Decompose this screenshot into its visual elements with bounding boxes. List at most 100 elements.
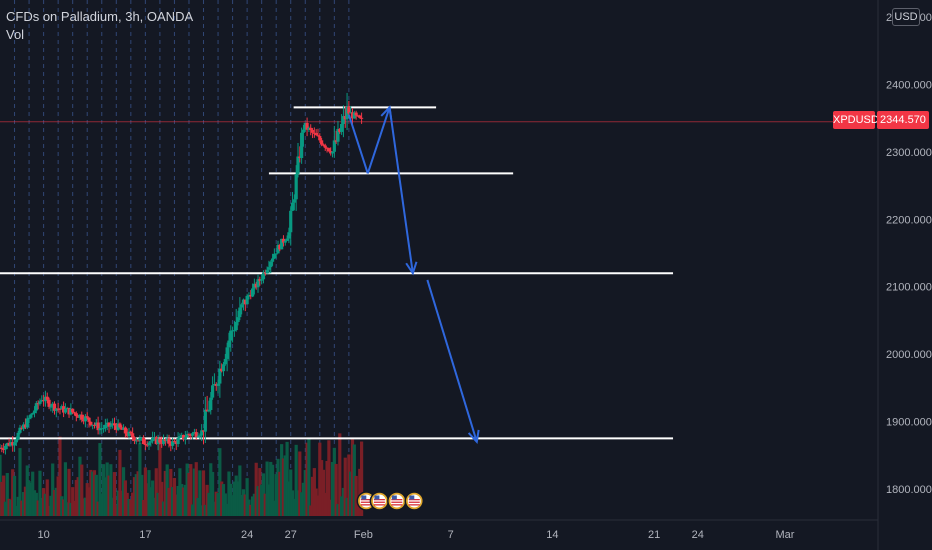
arrow-head-down-icon	[405, 261, 418, 276]
volume-bar	[112, 472, 117, 516]
candle-body	[243, 299, 247, 305]
volume-bar	[105, 462, 109, 516]
volume-bar	[207, 492, 211, 516]
candle-body	[105, 422, 109, 425]
arrow-head-up-icon	[380, 105, 393, 120]
candle-body	[63, 408, 68, 413]
volume-bar	[341, 487, 346, 516]
volume-bar	[240, 494, 244, 516]
candle-body	[247, 295, 251, 297]
candle-body	[60, 406, 64, 410]
currency-button[interactable]: USD	[892, 8, 920, 26]
price-axis-label: 2400.000	[886, 79, 932, 91]
candle-body	[152, 437, 157, 439]
volume-bar	[314, 488, 318, 516]
candle-body	[191, 433, 195, 436]
volume-bar	[214, 491, 218, 516]
time-axis-label: 27	[285, 529, 297, 541]
candle-body	[325, 147, 329, 149]
candle-body	[201, 430, 206, 432]
volume-bar	[40, 497, 44, 516]
candle-body	[109, 425, 113, 427]
candle-body	[178, 436, 182, 439]
candle-body	[47, 399, 51, 407]
candle-body	[320, 140, 324, 145]
volume-bar	[101, 464, 106, 516]
candle-body	[347, 106, 351, 114]
candle-body	[260, 279, 264, 281]
candle-body	[269, 261, 273, 268]
candle-body	[301, 129, 306, 133]
symbol-title[interactable]: CFDs on Palladium, 3h, OANDA	[6, 9, 194, 24]
volume-bar	[94, 474, 98, 516]
candle-body	[42, 400, 46, 402]
volume-bar	[261, 473, 266, 516]
candle-body	[172, 441, 177, 443]
volume-bar	[149, 487, 153, 516]
volume-bar	[14, 505, 18, 516]
volume-bar	[61, 499, 66, 516]
candle-body	[267, 267, 271, 270]
candle-body	[112, 423, 117, 426]
candle-body	[34, 403, 38, 411]
candle-body	[290, 202, 295, 211]
volume-bar	[131, 492, 135, 516]
projection-arrow-segment[interactable]	[388, 107, 414, 274]
price-axis-label: 2200.000	[886, 214, 932, 226]
candle-body	[138, 438, 142, 441]
flag-stripe	[391, 499, 403, 501]
volume-bar	[143, 467, 147, 516]
candle-body	[283, 240, 287, 243]
volume-bar	[274, 474, 278, 516]
candle-body	[261, 272, 266, 280]
volume-bar	[269, 461, 273, 516]
volume-bar	[151, 480, 155, 516]
volume-bar	[336, 504, 340, 516]
candle-body	[352, 112, 356, 119]
candle-body	[272, 253, 276, 259]
volume-bar	[96, 501, 100, 516]
candle-body	[160, 442, 164, 444]
volume-bar	[323, 492, 327, 516]
volume-bar	[200, 505, 204, 516]
volume-bar	[125, 492, 129, 516]
volume-bar	[232, 481, 236, 516]
volume-bar	[192, 468, 197, 516]
time-axis-label: 10	[37, 529, 49, 541]
volume-bar	[221, 484, 226, 516]
candle-body	[216, 383, 220, 386]
volume-bar	[169, 468, 173, 516]
candle-body	[349, 112, 353, 114]
candle-body	[165, 438, 169, 442]
volume-bar	[107, 475, 111, 516]
volume-bar	[7, 498, 11, 516]
projection-arrow-segment[interactable]	[366, 107, 391, 174]
candle-body	[278, 244, 282, 250]
candle-body	[341, 116, 346, 124]
volume-bar	[34, 492, 38, 516]
volume-indicator-label[interactable]: Vol	[6, 27, 25, 42]
candle-body	[83, 416, 88, 422]
volume-bar	[329, 499, 333, 516]
candle-body	[51, 403, 55, 407]
candle-body	[287, 232, 291, 239]
volume-bar	[25, 465, 29, 516]
candle-body	[72, 412, 77, 414]
volume-bar	[172, 477, 177, 516]
candle-body	[78, 414, 82, 418]
candle-body	[27, 417, 31, 419]
candle-body	[136, 440, 140, 442]
candle-body	[236, 317, 240, 323]
time-axis-label: Feb	[354, 529, 373, 541]
candle-body	[336, 128, 340, 142]
volume-bar	[160, 481, 164, 516]
volume-bar	[300, 492, 304, 516]
candle-body	[141, 437, 146, 445]
projection-arrow-segment[interactable]	[426, 279, 478, 443]
candle-body	[7, 443, 11, 446]
projection-arrow-segment[interactable]	[347, 114, 369, 174]
candle-body	[289, 210, 293, 233]
candle-body	[169, 443, 173, 446]
